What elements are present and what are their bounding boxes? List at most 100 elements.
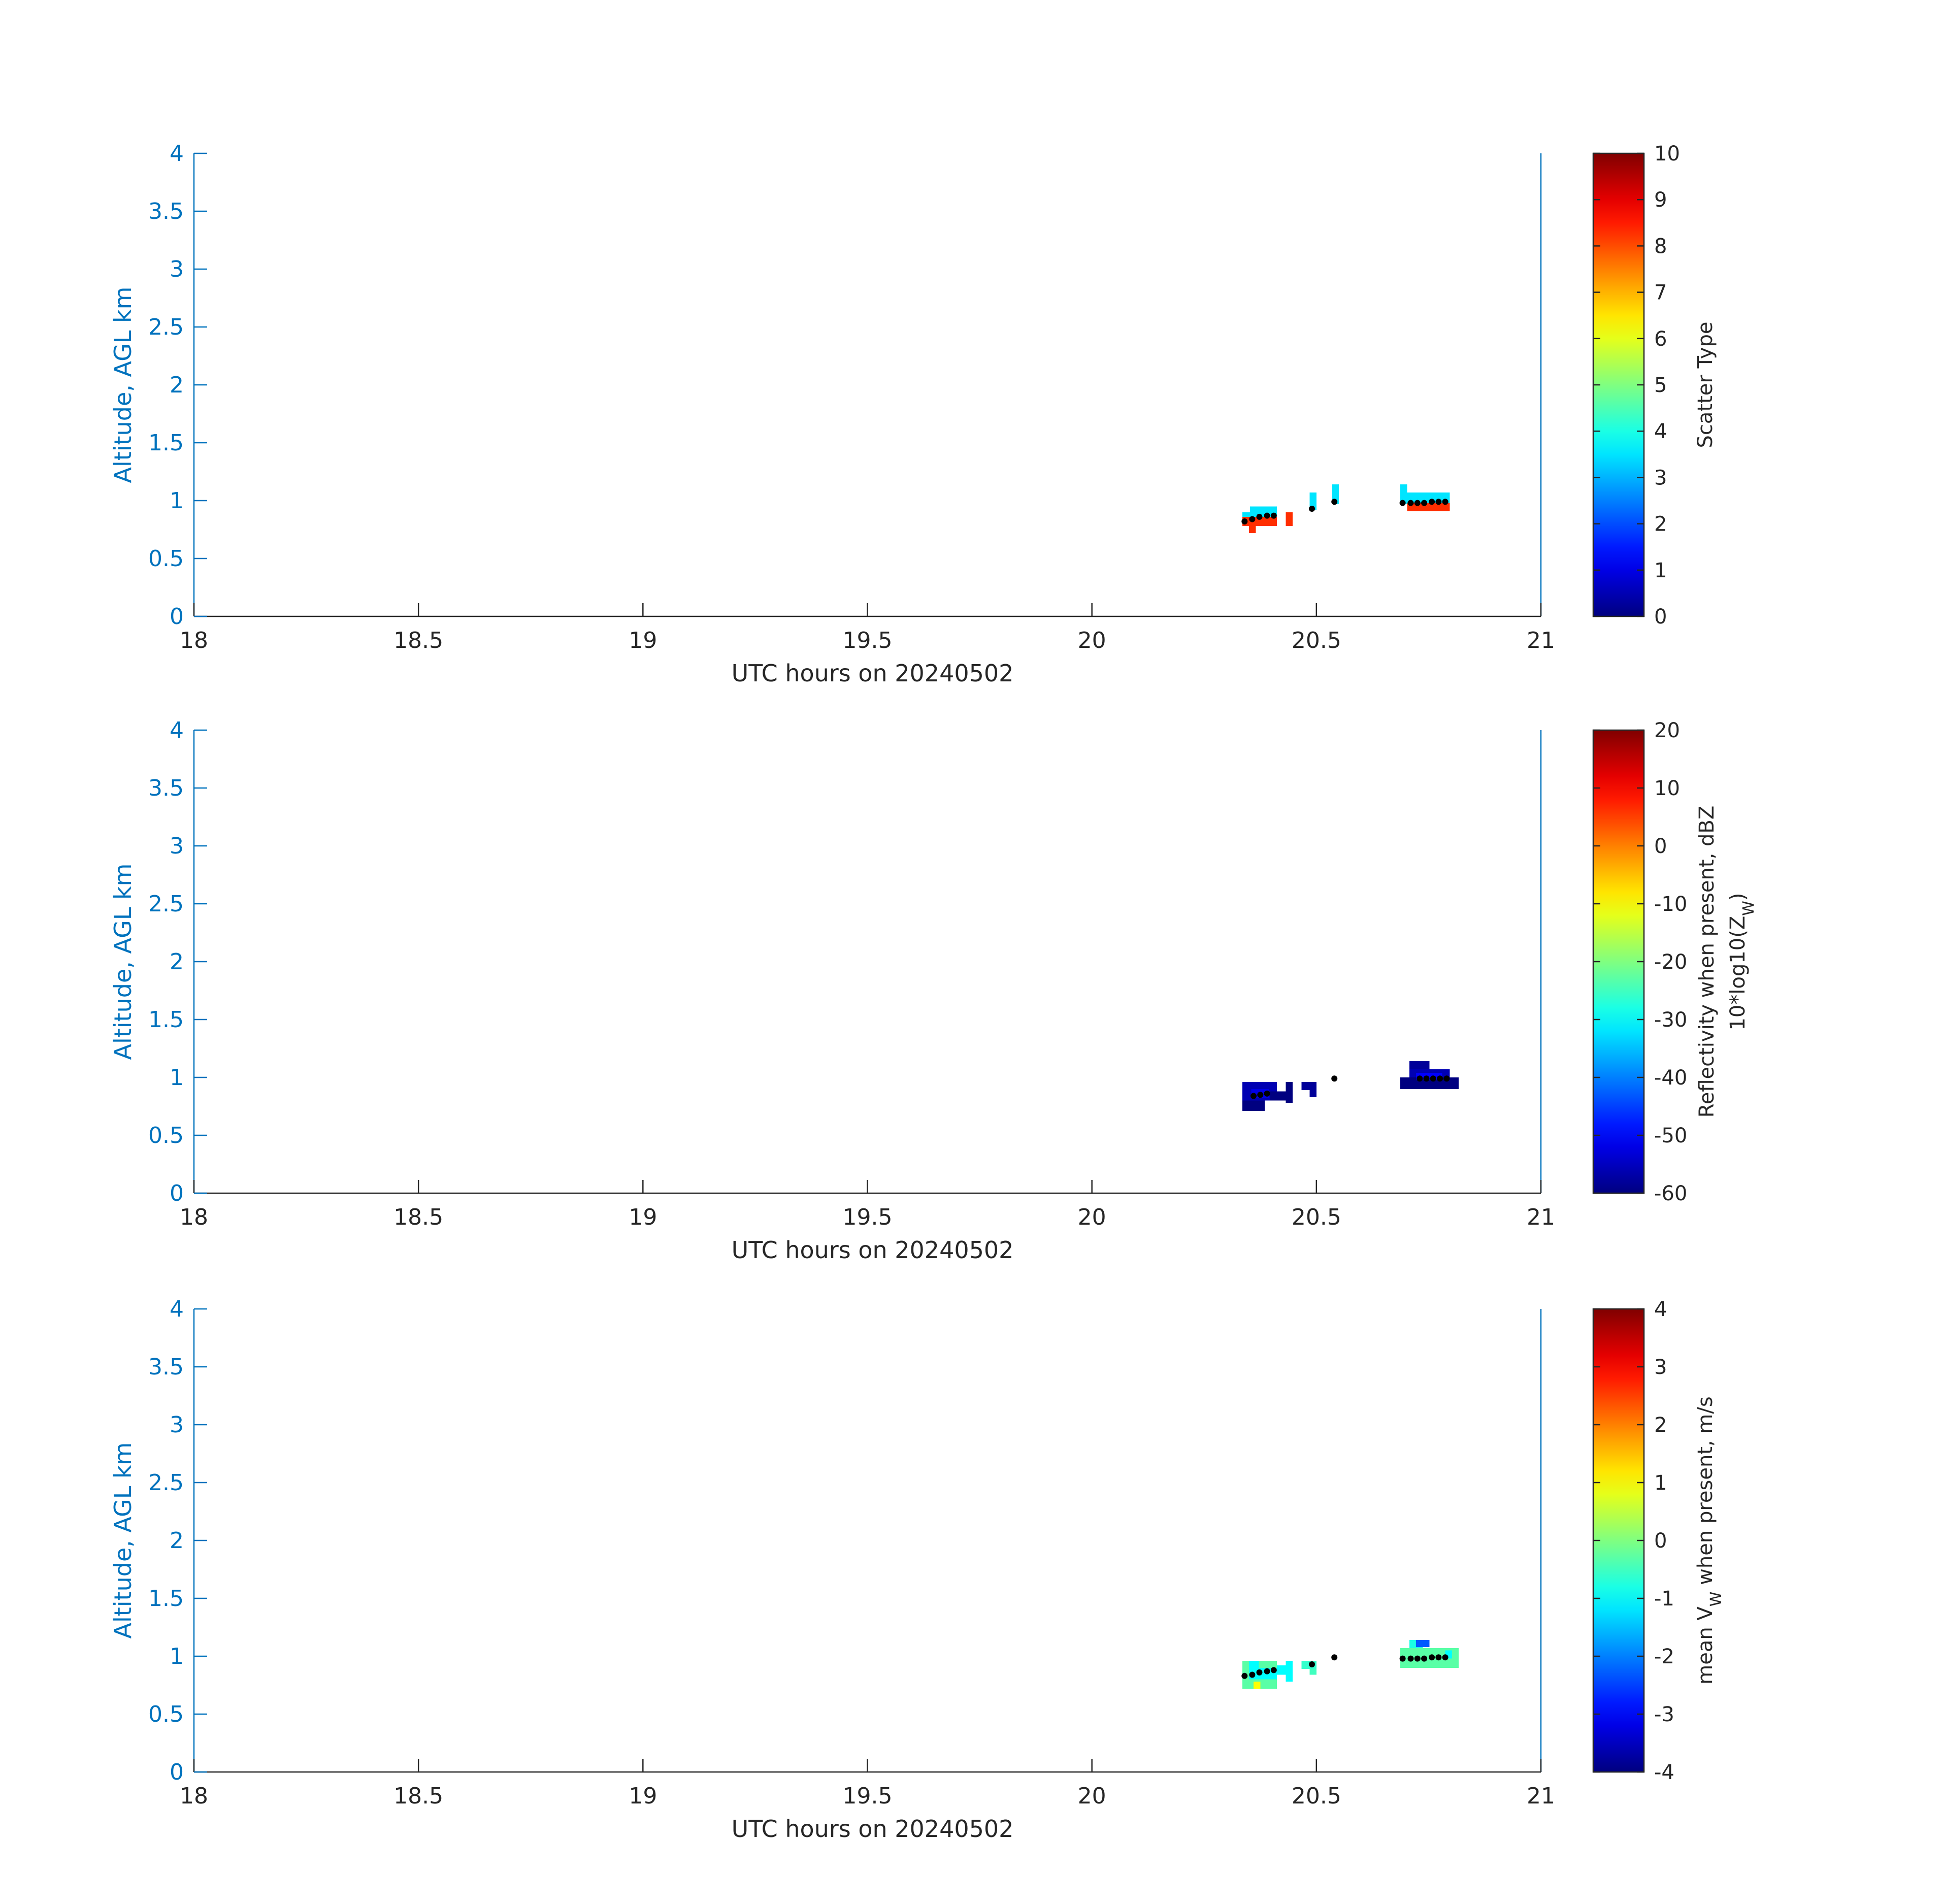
colorbar-tick-label: -10 — [1654, 893, 1687, 916]
y-tick-label: 0 — [170, 1759, 184, 1785]
x-tick-label: 18.5 — [393, 1204, 443, 1230]
colorbar-tick-label: 2 — [1654, 1414, 1667, 1437]
y-tick-label: 0 — [170, 604, 184, 630]
colorbar-tick-label: -40 — [1654, 1066, 1687, 1090]
centroid-point-9 — [1407, 1655, 1414, 1662]
data-cell-10 — [1409, 1061, 1430, 1070]
x-axis-label: UTC hours on 20240502 — [732, 1236, 1014, 1264]
colorbar-tick-label: 8 — [1654, 235, 1667, 258]
colorbar-label: Reflectivity when present, dBZ — [1695, 806, 1719, 1118]
data-cell-7 — [1309, 1090, 1316, 1097]
centroid-point-5 — [1270, 1667, 1277, 1673]
panel-3: 18 18.5 19 19.5 20 20.5 2100.511.522.533.54UTC… — [109, 1296, 1725, 1843]
y-axis-label: Altitude, AGL km — [109, 286, 137, 483]
y-tick-label: 4 — [170, 717, 184, 743]
centroid-point-6 — [1309, 506, 1315, 512]
data-cell-11 — [1416, 1640, 1430, 1647]
centroid-point-8 — [1399, 1655, 1406, 1662]
centroid-point-8 — [1399, 500, 1406, 506]
data-cell-5 — [1286, 1082, 1293, 1103]
colorbar-tick-label: 3 — [1654, 1356, 1667, 1379]
colorbar-tick-label: 10 — [1654, 142, 1680, 166]
centroid-point-4 — [1264, 512, 1270, 519]
colorbar-tick-label: -60 — [1654, 1182, 1687, 1205]
y-axis-label: Altitude, AGL km — [109, 1442, 137, 1638]
colorbar — [1592, 152, 1645, 617]
y-tick-label: 2.5 — [148, 314, 184, 340]
centroid-point-3 — [1256, 513, 1263, 520]
centroid-point-14 — [1442, 499, 1449, 505]
data-cell-5 — [1286, 512, 1293, 527]
colorbar-tick-label: -4 — [1654, 1761, 1674, 1784]
centroid-point-2 — [1249, 516, 1256, 522]
centroid-point-9 — [1443, 1075, 1450, 1082]
colorbar-tick-label: -30 — [1654, 1008, 1687, 1032]
data-cell-6 — [1301, 1082, 1316, 1091]
x-axis-label: UTC hours on 20240502 — [732, 660, 1014, 687]
centroid-point-11 — [1421, 1655, 1428, 1662]
data-cell-6 — [1309, 493, 1316, 510]
y-tick-label: 2.5 — [148, 891, 184, 917]
colorbar-tick-label: -2 — [1654, 1645, 1674, 1668]
x-tick-label: 21 — [1527, 1204, 1555, 1230]
y-tick-label: 3 — [170, 1412, 184, 1438]
colorbar-tick-label: 0 — [1654, 605, 1667, 629]
centroid-point-1 — [1241, 1672, 1248, 1679]
x-tick-label: 19.5 — [843, 1204, 893, 1230]
y-tick-label: 0.5 — [148, 546, 184, 572]
y-tick-label: 1.5 — [148, 1586, 184, 1612]
centroid-point-13 — [1435, 499, 1442, 505]
colorbar-tick-label: 1 — [1654, 559, 1667, 582]
data-cell-8 — [1309, 1669, 1316, 1675]
colorbar-tick-label: 4 — [1654, 1298, 1667, 1321]
centroid-points — [1241, 499, 1449, 524]
colorbar-tick-label: 3 — [1654, 466, 1667, 489]
centroid-point-1 — [1250, 1093, 1257, 1099]
y-tick-label: 1.5 — [148, 430, 184, 456]
x-tick-label: 18.5 — [393, 628, 443, 653]
colorbar-tick-label: -50 — [1654, 1124, 1687, 1147]
y-tick-label: 4 — [170, 141, 184, 167]
centroid-point-12 — [1429, 499, 1435, 505]
x-tick-label: 20 — [1078, 628, 1106, 653]
data-cell-2 — [1250, 506, 1277, 517]
colorbar-tick-label: 7 — [1654, 281, 1667, 305]
colorbar — [1592, 1308, 1645, 1773]
colorbar-label-subscript: W — [1707, 1592, 1725, 1607]
centroid-point-3 — [1256, 1669, 1263, 1676]
y-tick-label: 3 — [170, 833, 184, 859]
centroid-point-5 — [1417, 1075, 1423, 1082]
colorbar-tick-label: 20 — [1654, 719, 1680, 742]
data-cell-2 — [1242, 1100, 1265, 1111]
y-tick-label: 3.5 — [148, 199, 184, 224]
centroid-point-2 — [1257, 1092, 1264, 1098]
centroid-point-4 — [1331, 1075, 1338, 1082]
centroid-point-2 — [1249, 1671, 1256, 1678]
colorbar-tick-label: 9 — [1654, 188, 1667, 212]
data-cells — [1242, 1061, 1459, 1111]
colorbar-label-line2-subscript: W — [1740, 901, 1758, 916]
data-cell-5 — [1277, 1665, 1286, 1675]
data-cell-4 — [1270, 1091, 1286, 1101]
x-tick-label: 19 — [629, 1204, 657, 1230]
centroid-points — [1250, 1075, 1450, 1099]
centroid-point-6 — [1309, 1661, 1315, 1667]
centroid-point-6 — [1423, 1075, 1430, 1082]
data-cell-4 — [1254, 1682, 1261, 1689]
x-tick-label: 20 — [1078, 1204, 1106, 1230]
colorbar-tick-label: 0 — [1654, 1529, 1667, 1553]
y-tick-label: 0.5 — [148, 1701, 184, 1727]
x-tick-label: 18 — [180, 628, 208, 653]
colorbar-label-line2-tail: ) — [1726, 893, 1750, 901]
x-tick-label: 18 — [180, 1204, 208, 1230]
y-tick-label: 2.5 — [148, 1470, 184, 1496]
y-tick-label: 3.5 — [148, 775, 184, 801]
panel-1: 18 18.5 19 19.5 20 20.5 2100.511.522.533.54UTC… — [109, 141, 1717, 687]
y-tick-label: 1.5 — [148, 1007, 184, 1033]
x-tick-label: 18.5 — [393, 1783, 443, 1809]
data-cell-6 — [1286, 1661, 1293, 1682]
x-tick-label: 20.5 — [1292, 1204, 1341, 1230]
centroid-point-11 — [1421, 500, 1428, 506]
